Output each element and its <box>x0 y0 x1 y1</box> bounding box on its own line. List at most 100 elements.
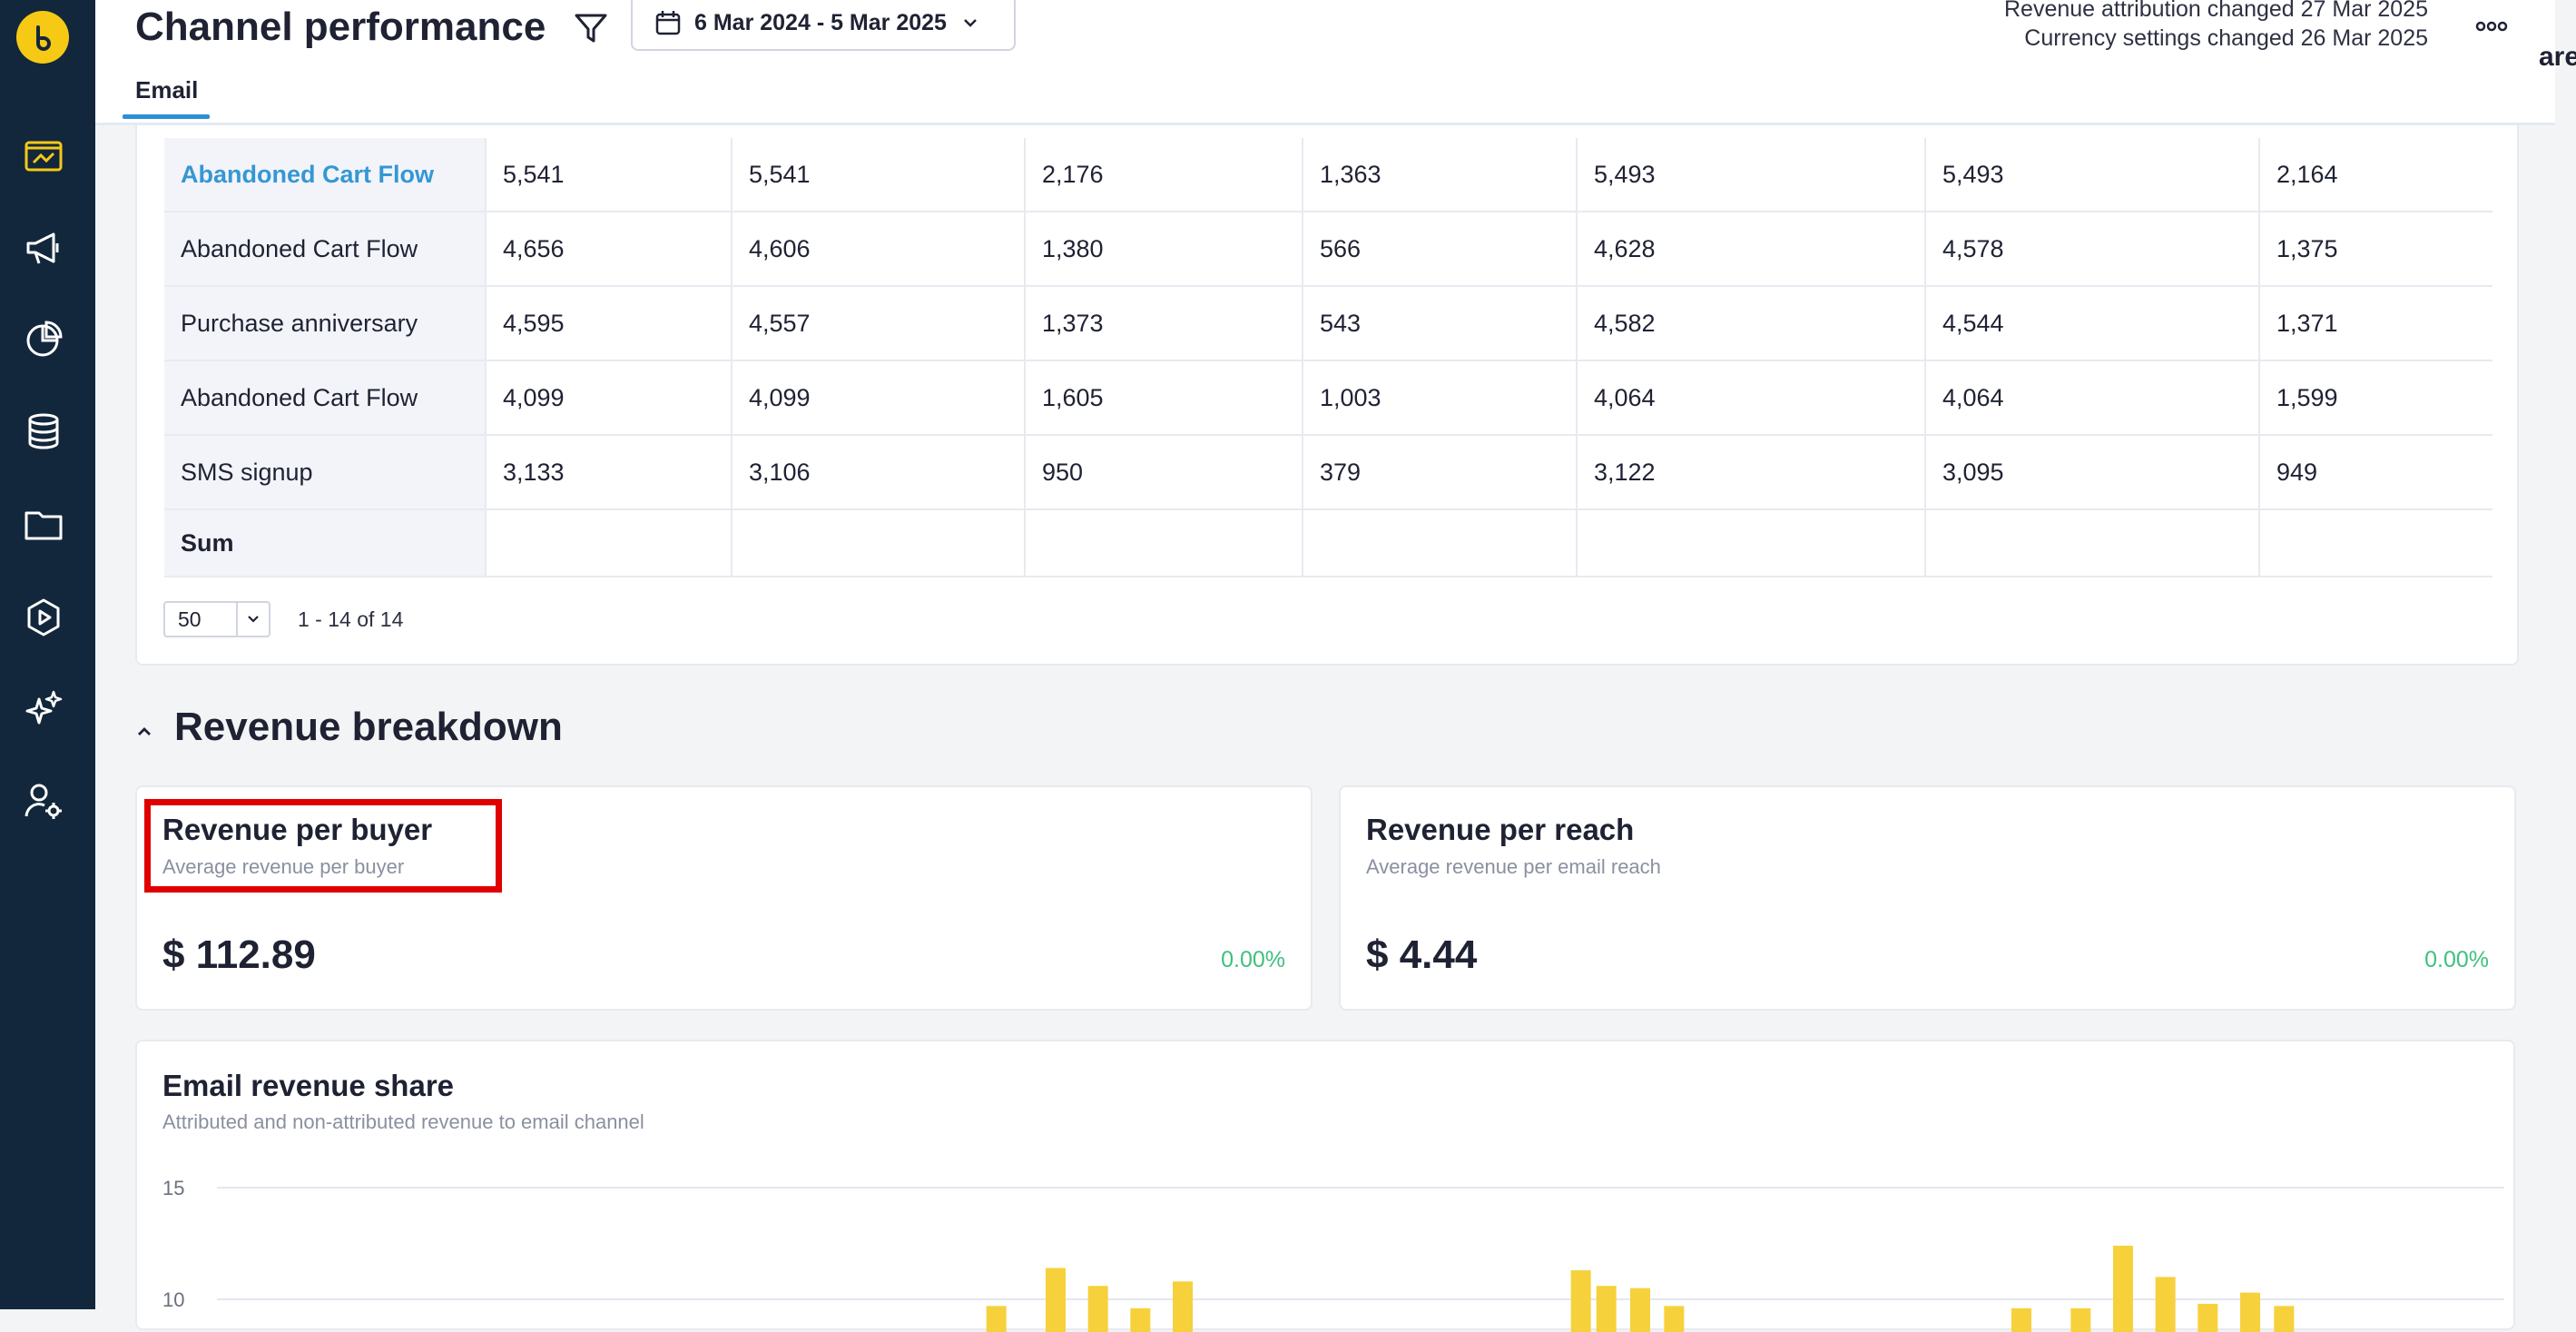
table-cell: 4,578 <box>1925 212 2260 287</box>
date-range-picker[interactable]: 6 Mar 2024 - 5 Mar 2025 <box>631 0 1016 51</box>
chart-bar[interactable] <box>986 1306 1007 1332</box>
table-cell: 4,606 <box>732 212 1026 287</box>
table-cell <box>732 509 1026 577</box>
sidebar <box>0 0 95 1309</box>
chart-bar[interactable] <box>1130 1307 1151 1332</box>
table-cell: 1,599 <box>2259 360 2492 436</box>
table-cell: 4,656 <box>486 212 732 287</box>
table-cell: 1,363 <box>1303 138 1578 212</box>
chart-bar[interactable] <box>2011 1307 2031 1332</box>
revenue-per-buyer-card: Revenue per buyer Average revenue per bu… <box>135 785 1313 1011</box>
settings-change-notes: Revenue attribution changed 27 Mar 2025 … <box>2004 0 2428 53</box>
page-title: Channel performance <box>135 5 546 49</box>
table-cell: 3,133 <box>486 435 732 510</box>
play-icon[interactable] <box>20 594 67 641</box>
truncated-label: are <box>2539 42 2576 72</box>
chart-bar[interactable] <box>2274 1306 2295 1332</box>
table-cell: 1,375 <box>2259 212 2492 287</box>
row-flow-name: Abandoned Cart Flow <box>164 360 487 436</box>
sparkle-icon[interactable] <box>20 686 67 733</box>
table-cell: 4,544 <box>1925 286 2260 361</box>
attribution-note: Revenue attribution changed 27 Mar 2025 <box>2004 0 2428 22</box>
table-cell <box>1303 509 1578 577</box>
table-cell: 543 <box>1303 286 1578 361</box>
pie-chart-icon[interactable] <box>20 316 67 363</box>
page-size-select[interactable]: 50 <box>163 601 270 637</box>
table-row: Purchase anniversary 4,595 4,557 1,373 543 4,… <box>164 286 2492 361</box>
metric-value: $ 112.89 <box>162 932 316 977</box>
dashboard-icon[interactable] <box>20 133 67 180</box>
table-cell: 950 <box>1025 435 1303 510</box>
chevron-down-icon <box>964 19 977 27</box>
table-cell: 5,493 <box>1577 138 1926 212</box>
logo-icon[interactable] <box>16 11 69 64</box>
tab-email[interactable]: Email <box>135 76 199 104</box>
flows-table-card: Abandoned Cart Flow 5,541 5,541 2,176 1,363 5… <box>135 125 2519 666</box>
user-settings-icon[interactable] <box>20 777 67 824</box>
table-cell: 949 <box>2259 435 2492 510</box>
chart-bar[interactable] <box>2113 1245 2133 1332</box>
chart-bar[interactable] <box>1630 1288 1650 1332</box>
table-cell: 1,371 <box>2259 286 2492 361</box>
table-cell: 379 <box>1303 435 1578 510</box>
metric-value: $ 4.44 <box>1366 932 1478 977</box>
table-cell: 2,176 <box>1025 138 1303 212</box>
chevron-up-icon[interactable] <box>133 720 156 744</box>
table-cell <box>1025 509 1303 577</box>
row-flow-name[interactable]: Abandoned Cart Flow <box>164 138 487 212</box>
row-flow-name: SMS signup <box>164 435 487 510</box>
metric-change: 0.00% <box>2424 947 2489 972</box>
active-tab-indicator <box>123 114 210 119</box>
chart-bar[interactable] <box>2240 1292 2260 1332</box>
table-row: Abandoned Cart Flow 4,656 4,606 1,380 566 4,6… <box>164 212 2492 287</box>
megaphone-icon[interactable] <box>20 224 67 271</box>
table-cell: 4,099 <box>486 360 732 436</box>
more-options-icon[interactable] <box>2473 13 2510 40</box>
chart-subtitle: Attributed and non-attributed revenue to… <box>162 1110 644 1133</box>
flows-table: Abandoned Cart Flow 5,541 5,541 2,176 1,363 5… <box>164 138 2492 577</box>
chevron-down-icon[interactable] <box>238 603 269 636</box>
folder-icon[interactable] <box>20 501 67 548</box>
highlight-box <box>144 799 502 893</box>
database-icon[interactable] <box>20 408 67 455</box>
table-cell: 5,541 <box>486 138 732 212</box>
table-cell: 5,493 <box>1925 138 2260 212</box>
card-title: Revenue per reach <box>1366 813 1635 846</box>
calendar-icon <box>655 11 681 35</box>
chart-bar[interactable] <box>2155 1277 2176 1332</box>
sum-label: Sum <box>164 509 487 577</box>
section-title: Revenue breakdown <box>174 705 563 749</box>
date-range-label: 6 Mar 2024 - 5 Mar 2025 <box>694 9 947 35</box>
card-title: Revenue per buyer <box>162 813 433 846</box>
y-tick-label: 10 <box>162 1288 184 1311</box>
row-flow-name: Purchase anniversary <box>164 286 487 361</box>
table-row: Abandoned Cart Flow 4,099 4,099 1,605 1,003 4… <box>164 360 2492 436</box>
table-cell: 5,541 <box>732 138 1026 212</box>
filter-icon[interactable] <box>572 9 610 47</box>
currency-note: Currency settings changed 26 Mar 2025 <box>2024 25 2428 51</box>
table-cell: 4,582 <box>1577 286 1926 361</box>
table-cell: 3,122 <box>1577 435 1926 510</box>
chart-bar[interactable] <box>2197 1303 2218 1332</box>
row-flow-name: Abandoned Cart Flow <box>164 212 487 287</box>
page-header: Channel performance 6 Mar 2024 - 5 Mar 2… <box>95 0 2576 125</box>
pagination: 50 1 - 14 of 14 <box>163 601 403 637</box>
table-cell: 4,557 <box>732 286 1026 361</box>
table-cell: 1,605 <box>1025 360 1303 436</box>
table-cell: 3,095 <box>1925 435 2260 510</box>
table-cell: 566 <box>1303 212 1578 287</box>
chart-bar[interactable] <box>2070 1307 2091 1332</box>
chart-bar[interactable] <box>1664 1306 1685 1332</box>
pagination-range: 1 - 14 of 14 <box>298 607 404 631</box>
chart-bar[interactable] <box>1570 1270 1591 1332</box>
y-tick-label: 15 <box>162 1177 184 1199</box>
card-subtitle: Average revenue per email reach <box>1366 855 1661 878</box>
table-cell: 1,003 <box>1303 360 1578 436</box>
chart-bar[interactable] <box>1046 1268 1066 1332</box>
table-cell: 4,064 <box>1925 360 2260 436</box>
chart-bar[interactable] <box>1173 1281 1193 1332</box>
table-cell <box>2259 509 2492 577</box>
table-cell <box>1577 509 1926 577</box>
metric-change: 0.00% <box>1221 947 1285 972</box>
